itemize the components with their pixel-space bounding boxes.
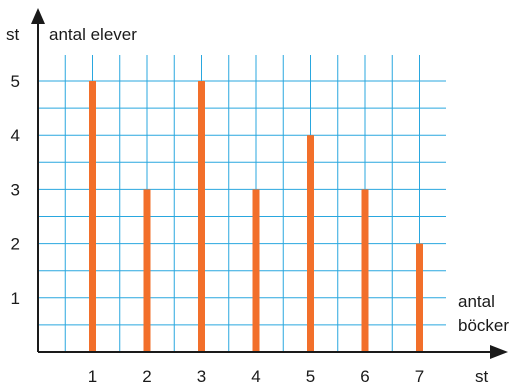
- bar: [198, 81, 205, 352]
- x-axis-arrow: [490, 345, 508, 359]
- x-axis-unit: st: [475, 367, 489, 383]
- x-tick-label: 7: [415, 367, 424, 383]
- x-tick-label: 1: [88, 367, 97, 383]
- y-tick-label: 2: [11, 235, 20, 254]
- y-tick-label: 5: [11, 72, 20, 91]
- y-tick-label: 1: [11, 289, 20, 308]
- x-tick-label: 5: [306, 367, 315, 383]
- x-axis-label-line2: böcker: [458, 316, 509, 335]
- bar: [362, 189, 369, 352]
- x-axis-label-line1: antal: [458, 292, 495, 311]
- y-tick-label: 3: [11, 180, 20, 199]
- x-tick-labels: 1 2 3 4 5 6 7: [88, 367, 424, 383]
- bar: [253, 189, 260, 352]
- y-axis-unit: st: [6, 25, 20, 44]
- chart-axes: [31, 8, 508, 359]
- y-tick-labels: 1 2 3 4 5: [11, 72, 20, 308]
- bar: [416, 244, 423, 352]
- bar: [89, 81, 96, 352]
- x-tick-label: 3: [197, 367, 206, 383]
- y-tick-label: 4: [11, 126, 20, 145]
- bar: [144, 189, 151, 352]
- x-tick-label: 2: [142, 367, 151, 383]
- y-axis-label: antal elever: [49, 25, 137, 44]
- x-tick-label: 4: [251, 367, 260, 383]
- bar: [307, 135, 314, 352]
- y-axis-arrow: [31, 8, 45, 24]
- x-tick-label: 6: [360, 367, 369, 383]
- chart-grid: [38, 55, 446, 352]
